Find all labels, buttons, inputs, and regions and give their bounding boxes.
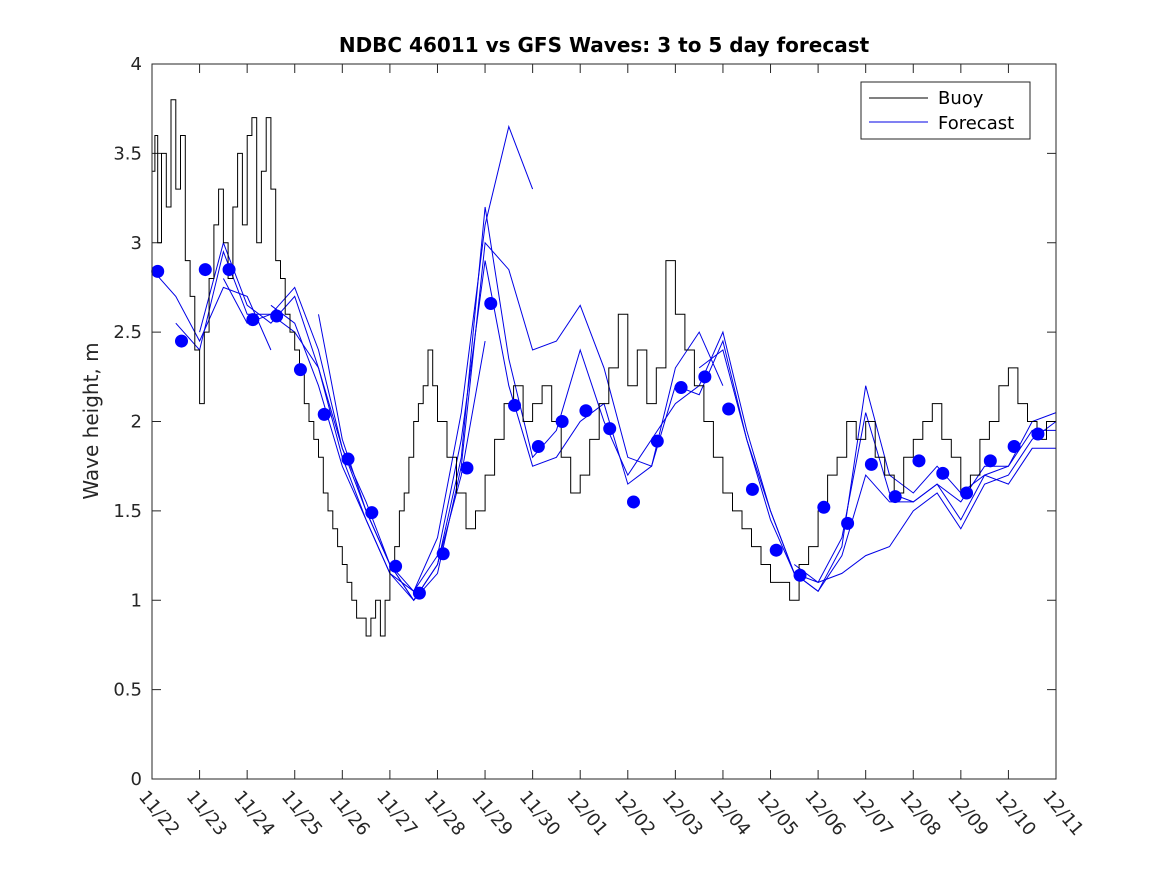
forecast-point <box>341 452 355 466</box>
legend-buoy-label: Buoy <box>938 88 984 109</box>
forecast-point <box>365 506 379 520</box>
x-tick-label: 12/05 <box>753 787 802 840</box>
forecast-point <box>936 466 950 480</box>
buoy-line <box>152 99 1056 637</box>
chart-title: NDBC 46011 vs GFS Waves: 3 to 5 day fore… <box>339 33 870 57</box>
forecast-point <box>436 547 450 561</box>
y-axis-label: Wave height, m <box>79 342 103 499</box>
x-tick-label: 11/29 <box>467 787 516 840</box>
forecast-point <box>484 297 498 311</box>
forecast-point <box>151 264 165 278</box>
forecast-series-line <box>151 269 272 351</box>
x-tick-label: 12/04 <box>705 787 754 840</box>
forecast-point <box>317 407 331 421</box>
forecast-point <box>1007 440 1021 454</box>
forecast-point <box>888 490 902 504</box>
x-tick-labels: 11/2211/2311/2411/2511/2611/2711/2811/29… <box>134 787 1087 840</box>
forecast-point <box>222 263 236 277</box>
forecast-point <box>603 422 617 436</box>
forecast-point <box>864 457 878 471</box>
legend: Buoy Forecast <box>860 81 1031 140</box>
forecast-point <box>698 370 712 384</box>
x-tick-label: 12/08 <box>895 787 944 840</box>
y-tick-label: 0 <box>131 769 142 790</box>
forecast-point <box>650 434 664 448</box>
forecast-series-line <box>793 421 1057 583</box>
forecast-point <box>674 381 688 395</box>
legend-box <box>860 81 1031 140</box>
y-tick-label: 3.5 <box>113 143 142 164</box>
forecast-point <box>626 495 640 509</box>
x-tick-label: 12/09 <box>943 787 992 840</box>
x-tick-label: 11/26 <box>324 787 373 840</box>
forecast-point <box>508 398 522 412</box>
y-tick-label: 2 <box>131 412 142 433</box>
forecast-point <box>270 309 284 323</box>
y-tick-label: 2.5 <box>113 322 142 343</box>
forecast-point <box>745 482 759 496</box>
buoy-series-line <box>152 99 1056 637</box>
y-tick-label: 1 <box>131 590 142 611</box>
x-tick-label: 12/03 <box>658 787 707 840</box>
y-tick-label: 0.5 <box>113 680 142 701</box>
x-tick-label: 12/06 <box>800 787 849 840</box>
forecast-series-line <box>270 206 1057 602</box>
forecast-point <box>983 454 997 468</box>
forecast-point <box>817 500 831 514</box>
forecast-point <box>198 263 212 277</box>
legend-forecast-label: Forecast <box>938 113 1014 134</box>
x-tick-label: 11/27 <box>372 787 421 840</box>
forecast-point <box>174 334 188 348</box>
forecast-point <box>1031 427 1045 441</box>
forecast-point <box>722 402 736 416</box>
x-tick-label: 11/22 <box>134 787 183 840</box>
forecast-point <box>246 313 260 327</box>
forecast-point <box>841 516 855 530</box>
forecast-point <box>579 404 593 418</box>
forecast-point <box>460 461 474 475</box>
forecast-point <box>793 568 807 582</box>
x-tick-label: 12/07 <box>848 787 897 840</box>
x-tick-label: 12/02 <box>610 787 659 840</box>
x-tick-label: 12/01 <box>562 787 611 840</box>
forecast-point <box>389 559 403 573</box>
plot-frame <box>151 63 1057 780</box>
forecast-point <box>769 543 783 557</box>
forecast-lines <box>151 124 1057 602</box>
y-tick-label: 4 <box>131 54 142 75</box>
forecast-point <box>293 363 307 377</box>
forecast-point <box>555 415 569 428</box>
x-tick-label: 11/30 <box>515 787 564 840</box>
x-tick-label: 12/10 <box>991 787 1040 840</box>
y-tick-labels: 0 0.5 1 1.5 2 2.5 3 3.5 4 <box>113 54 142 790</box>
forecast-point <box>531 440 545 454</box>
forecast-point <box>412 586 426 600</box>
forecast-series-line <box>222 241 724 602</box>
forecast-point <box>960 486 974 500</box>
x-tick-label: 12/11 <box>1038 787 1087 840</box>
x-tick-label: 11/23 <box>182 787 231 840</box>
y-tick-label: 1.5 <box>113 501 142 522</box>
x-tick-label: 11/28 <box>420 787 469 840</box>
y-tick-label: 3 <box>131 233 142 254</box>
x-tick-label: 11/24 <box>229 787 278 840</box>
forecast-points <box>151 263 1045 600</box>
x-tick-label: 11/25 <box>277 787 326 840</box>
forecast-point <box>912 454 926 468</box>
